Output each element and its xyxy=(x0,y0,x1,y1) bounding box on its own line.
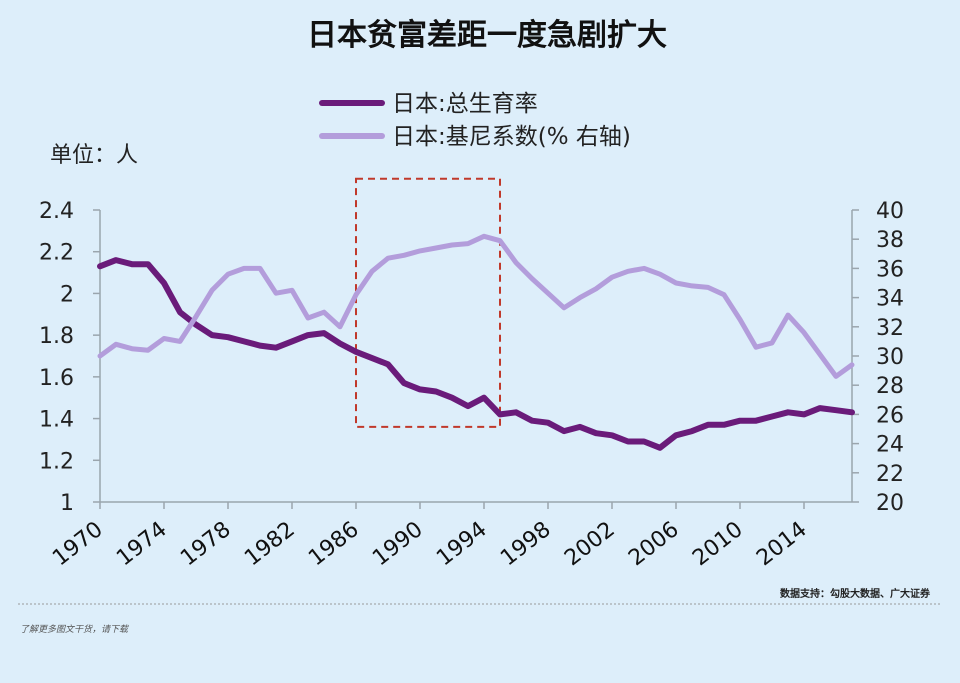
x-tick-label: 2006 xyxy=(624,517,684,571)
x-tick-label: 1990 xyxy=(368,517,428,571)
right-tick-label: 32 xyxy=(876,316,904,341)
legend-label-gini: 日本:基尼系数(% 右轴) xyxy=(392,124,631,150)
chart-title: 日本贫富差距一度急剧扩大 xyxy=(307,18,667,53)
unit-label: 单位：人 xyxy=(50,143,138,168)
x-tick-label: 2014 xyxy=(752,517,812,571)
x-tick-label: 1982 xyxy=(240,517,300,571)
footer-note: 了解更多图文干货，请下载 xyxy=(20,624,129,635)
right-tick-label: 38 xyxy=(876,228,904,253)
source-note: 数据支持：勾股大数据、广大证券 xyxy=(780,587,931,600)
left-tick-label: 2 xyxy=(60,282,74,307)
x-tick-label: 2010 xyxy=(688,517,748,571)
right-tick-label: 22 xyxy=(876,462,904,487)
right-tick-label: 30 xyxy=(876,345,904,370)
right-tick-label: 34 xyxy=(876,287,904,312)
highlight-box-layer xyxy=(355,177,501,428)
tick-labels: 1 1.2 1.4 1.6 1.8 2 2.2 2.4 20 22 24 26 28 30 32 34 36 38… xyxy=(39,199,904,571)
x-tick-label: 1970 xyxy=(48,517,108,571)
x-tick-label: 1998 xyxy=(496,517,556,571)
legend-label-fertility: 日本:总生育率 xyxy=(392,91,538,117)
left-tick-label: 2.2 xyxy=(39,241,74,266)
series-layer xyxy=(97,233,855,451)
x-tick-label: 1986 xyxy=(304,517,364,571)
left-tick-label: 1.8 xyxy=(39,324,74,349)
right-tick-label: 20 xyxy=(876,491,904,516)
axes xyxy=(93,209,859,509)
legend: 日本:总生育率 日本:基尼系数(% 右轴) xyxy=(319,91,631,150)
left-tick-label: 1.4 xyxy=(39,408,74,433)
right-tick-label: 36 xyxy=(876,257,904,282)
series-line-fertility xyxy=(97,257,855,451)
x-tick-label: 2002 xyxy=(560,517,620,571)
x-tick-label: 1994 xyxy=(432,517,492,571)
x-tick-label: 1974 xyxy=(112,517,172,571)
right-tick-label: 40 xyxy=(876,199,904,224)
right-tick-label: 28 xyxy=(876,374,904,399)
highlight-box xyxy=(355,177,501,428)
x-tick-label: 1978 xyxy=(176,517,236,571)
right-tick-label: 26 xyxy=(876,403,904,428)
left-tick-label: 2.4 xyxy=(39,199,74,224)
left-tick-label: 1 xyxy=(60,491,74,516)
left-tick-label: 1.6 xyxy=(39,366,74,391)
series-line-gini xyxy=(97,233,855,379)
left-tick-label: 1.2 xyxy=(39,449,74,474)
right-tick-label: 24 xyxy=(876,433,904,458)
